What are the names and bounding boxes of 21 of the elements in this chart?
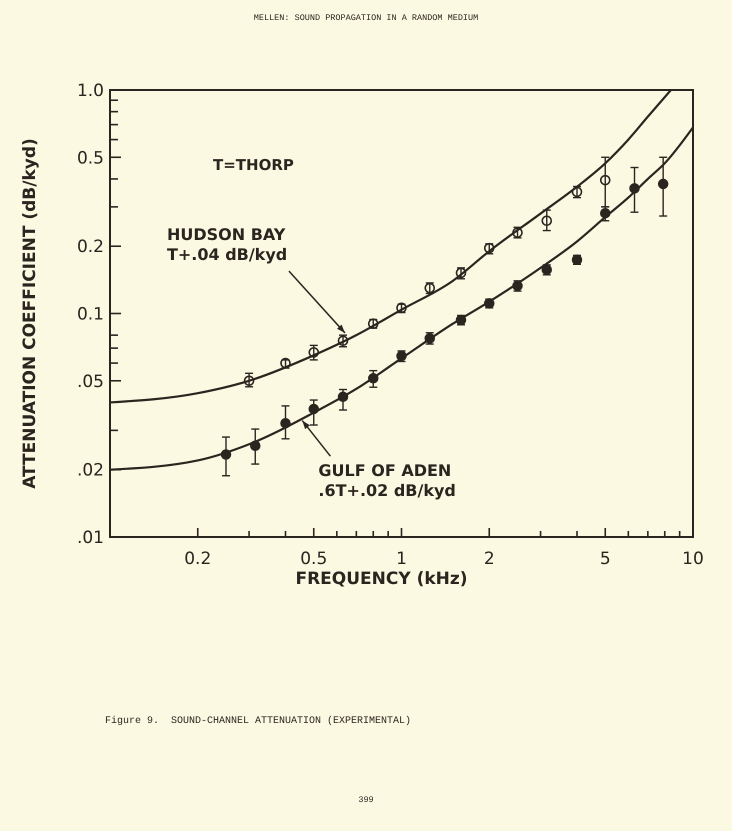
y-tick-label: 0.1 [76, 304, 104, 324]
y-axis-title: ATTENUATION COEFFICIENT (dB/kyd) [20, 138, 40, 489]
y-tick-label: .01 [76, 528, 104, 548]
x-tick-label: 0.5 [300, 549, 328, 569]
text: Figure 9. SOUND-CHANNEL ATTENUATION (EXPERIMENTAL) [105, 715, 412, 727]
x-axis-title: FREQUENCY (kHz) [295, 569, 468, 589]
y-tick-label: 0.5 [76, 148, 104, 168]
text: MELLEN: SOUND PROPAGATION IN A RANDOM MEDIUM [254, 13, 478, 23]
annotation: HUDSON BAY T+.04 dB/kyd [166, 225, 288, 264]
y-tick-label: .02 [76, 460, 104, 481]
x-tick-label: 10 [682, 549, 704, 569]
text: 399 [358, 795, 374, 805]
x-tick-label: 1 [396, 549, 407, 569]
annotation: T=THORP [213, 156, 294, 174]
y-tick-label: .05 [76, 372, 104, 392]
annotation: GULF OF ADEN .6T+.02 dB/kyd [318, 461, 456, 500]
y-tick-label: 1.0 [76, 81, 104, 101]
x-tick-label: 0.2 [184, 549, 212, 569]
y-tick-label: 0.2 [76, 237, 104, 258]
x-tick-label: 2 [484, 549, 495, 569]
x-tick-label: 5 [600, 549, 611, 569]
